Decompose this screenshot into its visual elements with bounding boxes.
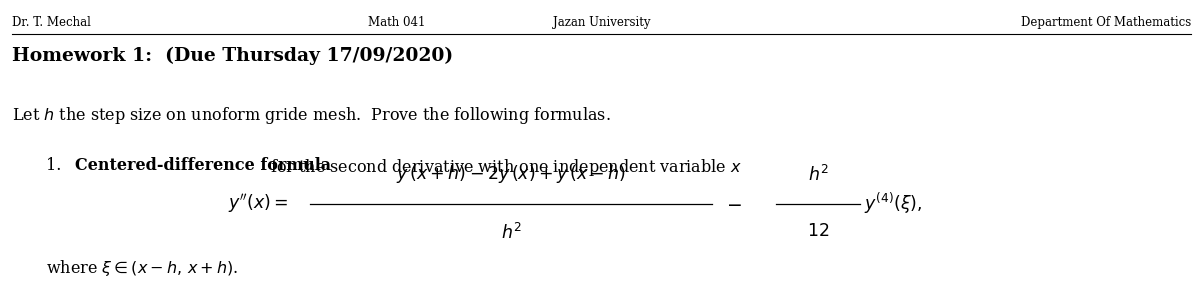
Text: $h^2$: $h^2$ — [500, 223, 522, 243]
Text: $y^{\prime\prime}(x) =$: $y^{\prime\prime}(x) =$ — [229, 192, 289, 215]
Text: $-$: $-$ — [725, 195, 742, 213]
Text: Math 041: Math 041 — [368, 16, 426, 29]
Text: Homework 1:  (Due Thursday 17/09/2020): Homework 1: (Due Thursday 17/09/2020) — [12, 47, 454, 65]
Text: Dr. T. Mechal: Dr. T. Mechal — [12, 16, 91, 29]
Text: Department Of Mathematics: Department Of Mathematics — [1020, 16, 1191, 29]
Text: Centered-difference formula: Centered-difference formula — [75, 157, 331, 174]
Text: $12$: $12$ — [807, 223, 829, 239]
Text: $y\,(x + h) - 2y\,(x) + y\,(x - h)$: $y\,(x + h) - 2y\,(x) + y\,(x - h)$ — [396, 163, 627, 185]
Text: $y^{(4)}(\xi),$: $y^{(4)}(\xi),$ — [864, 191, 921, 216]
Text: Jazan University: Jazan University — [552, 16, 651, 29]
Text: for the second derivative with one independent variable $x$: for the second derivative with one indep… — [265, 157, 741, 178]
Text: 1.: 1. — [46, 157, 61, 174]
Text: where $\xi \in (x-h,\, x+h)$.: where $\xi \in (x-h,\, x+h)$. — [46, 258, 238, 278]
Text: $h^2$: $h^2$ — [807, 165, 829, 185]
Text: Let $h$ the step size on unoform gride mesh.  Prove the following formulas.: Let $h$ the step size on unoform gride m… — [12, 105, 611, 126]
